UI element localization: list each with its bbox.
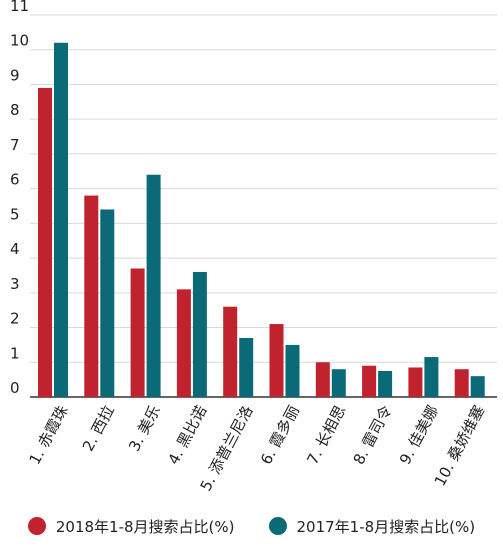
bar-2018-8: [362, 365, 377, 397]
bar-2017-3: [146, 174, 161, 397]
bar-2018-3: [130, 268, 145, 397]
y-tick-label: 0: [10, 379, 20, 397]
x-tick-label: 2. 西拉: [79, 402, 118, 454]
legend-item-2018: 2018年1-8月搜索占比(%): [27, 516, 235, 537]
legend-label-2018: 2018年1-8月搜索占比(%): [55, 517, 235, 536]
bar-2018-4: [176, 289, 191, 397]
x-tick-label: 4. 黑比诺: [164, 402, 210, 467]
bar-2018-6: [269, 324, 284, 397]
legend: 2018年1-8月搜索占比(%) 2017年1-8月搜索占比(%): [0, 512, 503, 540]
bar-2017-4: [192, 271, 207, 397]
y-tick-label: 2: [10, 310, 20, 328]
y-tick-label: 8: [10, 101, 20, 119]
legend-item-2017: 2017年1-8月搜索占比(%): [268, 516, 476, 537]
bar-2018-10: [454, 369, 469, 397]
bar-2017-6: [285, 344, 300, 397]
y-tick-label: 11: [10, 0, 29, 15]
bar-2018-9: [408, 367, 423, 397]
x-tick-label: 3. 美乐: [125, 402, 164, 454]
bar-2017-9: [424, 357, 439, 397]
bar-2018-1: [38, 87, 52, 397]
y-tick-label: 4: [10, 240, 20, 258]
bar-2018-7: [315, 362, 330, 397]
x-tick-label: 7. 长相思: [303, 402, 349, 467]
y-tick-label: 7: [10, 136, 20, 154]
bar-2017-8: [378, 370, 393, 397]
y-tick-label: 10: [10, 32, 29, 50]
legend-swatch-2017: [268, 517, 287, 535]
x-tick-label: 9. 佳美娜: [396, 402, 442, 467]
bar-2017-2: [100, 209, 115, 397]
bar-2017-7: [331, 369, 346, 397]
x-tick-label: 6. 霞多丽: [257, 402, 303, 467]
bar-2017-10: [470, 376, 485, 397]
y-tick-label: 6: [10, 171, 20, 189]
bar-2017-1: [54, 42, 68, 397]
bar-2017-5: [239, 337, 254, 397]
y-tick-label: 5: [10, 205, 20, 223]
y-tick-label: 1: [10, 344, 20, 362]
y-tick-label: 3: [10, 275, 20, 293]
x-tick-label: 8. 雷司令: [350, 402, 396, 467]
x-tick-label: 1. 赤霞珠: [26, 402, 72, 467]
legend-swatch-2018: [27, 517, 46, 535]
y-tick-label: 9: [10, 66, 20, 84]
legend-label-2017: 2017年1-8月搜索占比(%): [296, 517, 476, 536]
bar-2018-2: [84, 195, 99, 397]
bar-2018-5: [223, 306, 238, 397]
